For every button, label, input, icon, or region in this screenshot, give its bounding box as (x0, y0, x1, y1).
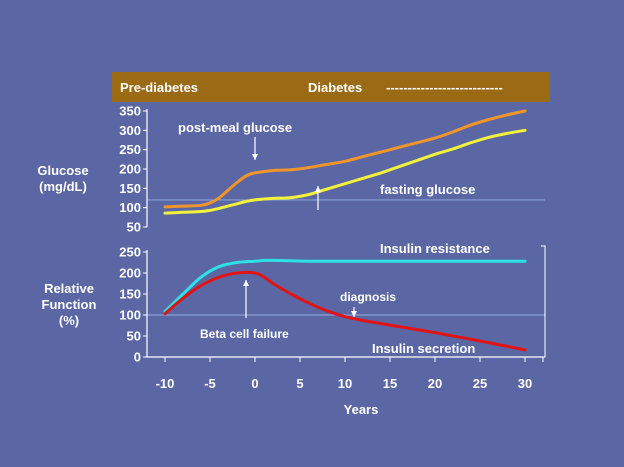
function-y-tick-label: 0 (134, 350, 141, 365)
function-axis-title-line2: Function (41, 297, 97, 312)
insulin-secretion-line (163, 270, 527, 352)
fasting-glucose-label: fasting glucose (380, 182, 475, 197)
function-y-tick-label: 250 (119, 245, 141, 260)
x-tick-label: 25 (473, 376, 487, 391)
glucose-y-tick-label: 100 (119, 200, 141, 215)
glucose-axis-title-line2: (mg/dL) (39, 179, 87, 194)
function-y-tick-label: 150 (119, 287, 141, 302)
x-tick-label: 30 (518, 376, 532, 391)
diagnosis-label: diagnosis (340, 290, 396, 304)
function-axis-title-line1: Relative (44, 281, 94, 296)
insulin-resistance-label: Insulin resistance (380, 241, 490, 256)
post-meal-glucose-line (163, 109, 527, 209)
x-axis-title: Years (344, 402, 379, 417)
x-tick-label: 20 (428, 376, 442, 391)
function-y-tick-label: 50 (127, 329, 141, 344)
glucose-y-tick-label: 50 (127, 220, 141, 235)
insulin-resistance-line (163, 258, 527, 314)
x-tick-label: 5 (296, 376, 303, 391)
function-axis-title-line3: (%) (58, 313, 80, 328)
beta-cell-arrow-head (243, 280, 249, 286)
post-meal-arrow-head (252, 154, 258, 160)
function-y-tick-label: 200 (119, 266, 141, 281)
glucose-y-tick-label: 250 (119, 142, 141, 157)
glucose-y-tick-label: 300 (119, 123, 141, 138)
prediabetes-label: Pre-diabetes (120, 80, 199, 95)
function-y-tick-label: 100 (119, 308, 141, 323)
x-tick-label: -5 (204, 376, 216, 391)
glucose-y-tick-label: 350 (119, 104, 141, 119)
insulin-secretion-label: Insulin secretion (372, 341, 475, 356)
x-tick-label: -10 (156, 376, 175, 391)
diagnosis-arrow-head (351, 311, 357, 317)
glucose-y-tick-label: 200 (119, 162, 141, 177)
diabetes-dashes: --------------------------- (386, 80, 503, 95)
right-bracket (541, 245, 546, 358)
post-meal-glucose-label: post-meal glucose (178, 120, 292, 135)
fasting-glucose-line (163, 128, 527, 215)
diabetes-label: Diabetes (308, 80, 363, 95)
x-tick-label: 0 (251, 376, 258, 391)
beta-cell-failure-label: Beta cell failure (200, 327, 289, 341)
fasting-arrow-head (315, 186, 321, 192)
x-tick-label: 15 (383, 376, 397, 391)
glucose-y-tick-label: 150 (119, 181, 141, 196)
phase-header-bar (112, 72, 550, 102)
glucose-axis-title: Glucose (mg/dL) (24, 163, 102, 195)
x-tick-label: 10 (338, 376, 352, 391)
function-axis-title: Relative Function (%) (22, 281, 116, 329)
glucose-axis-title-line1: Glucose (37, 163, 89, 178)
